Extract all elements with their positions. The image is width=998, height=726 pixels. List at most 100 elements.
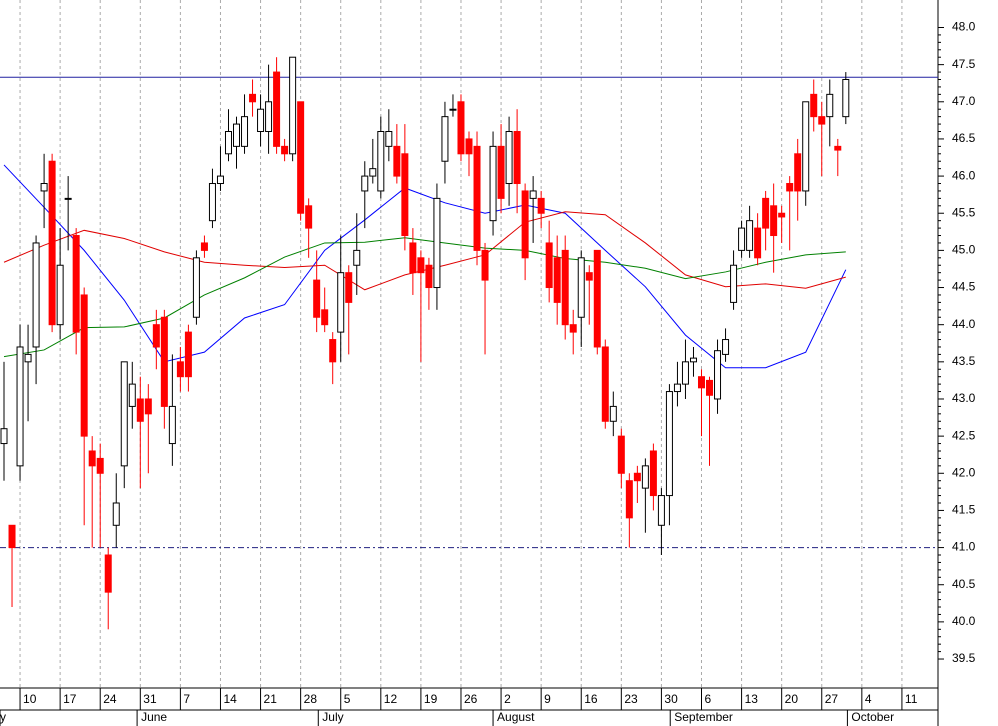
y-tick-label: 46.5 xyxy=(952,131,976,145)
candle-body xyxy=(393,145,401,177)
candle-body xyxy=(457,101,465,155)
candle-body xyxy=(361,175,369,192)
candle-body xyxy=(136,398,144,422)
y-tick-label: 40.0 xyxy=(952,614,976,628)
candle-body xyxy=(417,257,425,274)
candle-body xyxy=(706,379,714,396)
month-label: July xyxy=(322,710,343,724)
candle-body xyxy=(297,101,305,214)
x-tick-label: 9 xyxy=(544,692,551,706)
candle-body xyxy=(200,242,208,251)
candle-body xyxy=(176,361,184,378)
x-tick-label: 10 xyxy=(23,692,37,706)
y-tick-label: 43.5 xyxy=(952,354,976,368)
candle-body xyxy=(273,71,281,147)
x-tick-label: 5 xyxy=(344,692,351,706)
month-label: y xyxy=(0,710,6,724)
candle-body xyxy=(665,391,673,497)
y-tick-label: 44.5 xyxy=(952,280,976,294)
x-tick-label: 23 xyxy=(624,692,638,706)
candle-body xyxy=(802,101,810,192)
x-tick-label: 19 xyxy=(424,692,438,706)
candle-body xyxy=(714,350,722,400)
candle-body xyxy=(649,450,657,497)
candle-body xyxy=(80,294,88,437)
candle-body xyxy=(561,249,569,326)
candle-body xyxy=(48,160,56,326)
candle-body xyxy=(168,405,176,445)
candle-body xyxy=(281,145,289,155)
candle-body xyxy=(208,183,216,222)
x-tick-label: 12 xyxy=(384,692,398,706)
candle-body xyxy=(409,242,417,274)
candle-body xyxy=(481,249,489,281)
x-tick-label: 16 xyxy=(584,692,598,706)
candle-body xyxy=(369,168,377,177)
candle-body xyxy=(730,264,738,303)
candle-body xyxy=(8,524,16,549)
candle-body xyxy=(289,56,297,155)
candle-body xyxy=(826,93,834,118)
candle-body xyxy=(401,153,409,237)
x-tick-label: 30 xyxy=(664,692,678,706)
x-tick-label: 11 xyxy=(905,692,918,706)
candle-body xyxy=(569,324,577,333)
candle-body xyxy=(834,145,842,151)
candle-body xyxy=(601,346,609,422)
candle-body xyxy=(224,131,232,155)
candle-body xyxy=(257,108,265,133)
candle-body xyxy=(441,116,449,162)
y-tick-label: 40.5 xyxy=(952,577,976,591)
candle-body xyxy=(754,227,762,259)
x-tick-label: 4 xyxy=(865,692,872,706)
candle-body xyxy=(529,190,537,199)
candle-body xyxy=(770,205,778,237)
candle-body xyxy=(738,227,746,251)
candle-body xyxy=(216,175,224,185)
candle-body xyxy=(249,93,257,103)
candle-body xyxy=(104,554,112,593)
candle-body xyxy=(321,309,329,326)
month-label: June xyxy=(141,710,167,724)
candle-body xyxy=(353,249,361,266)
x-tick-label: 2 xyxy=(504,692,511,706)
y-tick-label: 42.0 xyxy=(952,465,976,479)
candle-body xyxy=(192,257,200,318)
candle-body xyxy=(144,398,152,415)
x-tick-label: 27 xyxy=(825,692,839,706)
candle-body xyxy=(473,145,481,251)
candle-body xyxy=(184,331,192,378)
candle-body xyxy=(265,101,273,133)
x-tick-label: 13 xyxy=(745,692,759,706)
candle-body xyxy=(746,220,754,251)
candle-body xyxy=(762,197,770,229)
month-label: October xyxy=(851,710,894,724)
candle-body xyxy=(40,183,48,192)
x-tick-label: 7 xyxy=(183,692,190,706)
candle-body xyxy=(433,197,441,289)
y-tick-label: 47.5 xyxy=(952,57,976,71)
candle-body xyxy=(337,272,345,333)
candle-body xyxy=(112,502,120,526)
candle-body xyxy=(842,78,850,118)
candle-body xyxy=(465,138,473,155)
candle-body xyxy=(329,339,337,363)
candle-body xyxy=(593,249,601,348)
candle-body xyxy=(545,242,553,289)
candle-body xyxy=(585,272,593,281)
candle-body xyxy=(657,495,665,526)
candle-body xyxy=(64,197,72,200)
y-tick-label: 41.5 xyxy=(952,503,976,517)
candle-body xyxy=(377,131,385,192)
candle-body xyxy=(88,450,96,467)
candle-body xyxy=(818,116,826,125)
x-tick-label: 14 xyxy=(223,692,237,706)
x-tick-label: 17 xyxy=(63,692,77,706)
x-tick-label: 6 xyxy=(704,692,711,706)
moving-average xyxy=(3,211,846,291)
candle-body xyxy=(425,264,433,289)
month-label: August xyxy=(497,710,535,724)
candle-body xyxy=(72,235,80,333)
y-tick-label: 42.5 xyxy=(952,428,976,442)
